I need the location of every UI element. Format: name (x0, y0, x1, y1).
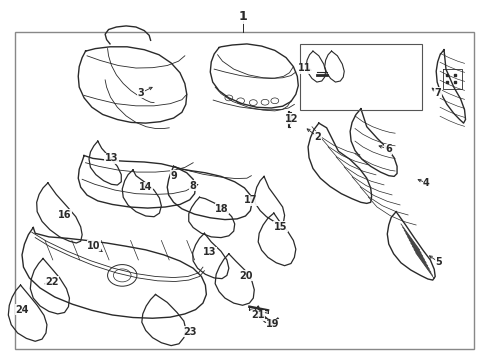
Text: 12: 12 (284, 114, 298, 124)
Text: 1: 1 (238, 10, 247, 23)
Text: 10: 10 (87, 240, 101, 251)
Text: 9: 9 (170, 171, 177, 181)
Text: 2: 2 (314, 132, 321, 142)
Text: 19: 19 (265, 319, 279, 329)
Text: 1: 1 (238, 10, 247, 23)
Text: 7: 7 (433, 88, 440, 98)
Text: 6: 6 (384, 144, 391, 154)
Text: 5: 5 (434, 257, 441, 267)
Text: 3: 3 (137, 88, 144, 98)
Bar (15, 32, 473, 349)
Text: 13: 13 (104, 153, 118, 163)
Text: 22: 22 (45, 276, 59, 287)
Text: 4: 4 (422, 178, 429, 188)
Text: 16: 16 (58, 210, 71, 220)
Text: 20: 20 (239, 271, 253, 281)
Bar (299, 44, 421, 110)
Text: 17: 17 (243, 195, 257, 205)
Text: 14: 14 (139, 182, 152, 192)
Text: 8: 8 (189, 181, 196, 191)
Text: 21: 21 (251, 310, 264, 320)
Text: 18: 18 (215, 204, 228, 214)
Text: 15: 15 (273, 222, 287, 232)
Text: 23: 23 (183, 327, 196, 337)
Text: 11: 11 (298, 63, 311, 73)
Text: 24: 24 (15, 305, 29, 315)
Text: 13: 13 (202, 247, 216, 257)
